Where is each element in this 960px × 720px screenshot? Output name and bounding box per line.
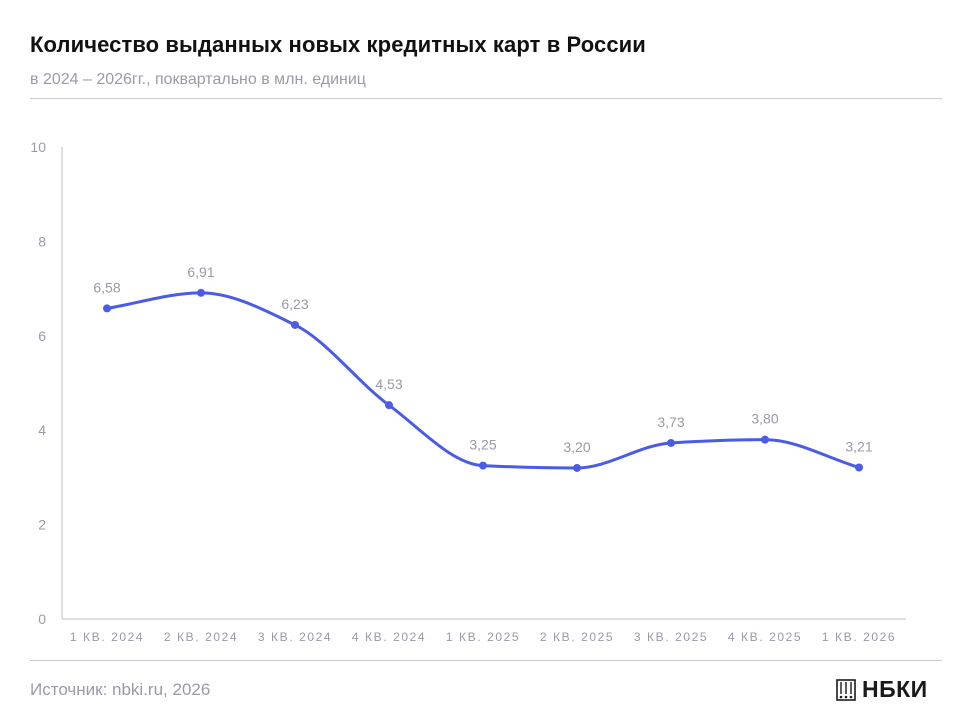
data-label: 3,20 (563, 439, 590, 455)
y-tick-label: 2 (38, 517, 46, 533)
data-point (761, 435, 769, 444)
data-label: 6,23 (281, 296, 308, 312)
x-tick-label: 1 КВ. 2025 (446, 630, 520, 644)
data-label: 3,25 (469, 437, 496, 453)
x-tick-label: 3 КВ. 2025 (634, 630, 708, 644)
data-label: 3,80 (751, 411, 778, 427)
x-tick-label: 4 КВ. 2024 (352, 630, 426, 644)
data-label: 6,58 (93, 279, 120, 295)
source-note: Источник: nbki.ru, 2026 (30, 680, 211, 699)
chart-subtitle: в 2024 – 2026гг., поквартально в млн. ед… (30, 71, 366, 88)
data-label: 3,21 (845, 438, 872, 454)
nbki-logo-icon (836, 678, 856, 701)
data-point (479, 461, 487, 470)
x-tick-label: 2 КВ. 2025 (540, 630, 614, 644)
x-tick-label: 1 КВ. 2026 (822, 630, 896, 644)
data-label: 6,91 (187, 264, 214, 280)
y-tick-label: 0 (38, 611, 46, 627)
y-tick-label: 10 (30, 139, 46, 155)
x-tick-label: 4 КВ. 2025 (728, 630, 802, 644)
data-label: 3,73 (657, 414, 684, 430)
data-point (385, 401, 393, 410)
x-tick-label: 2 КВ. 2024 (164, 630, 238, 644)
x-tick-label: 3 КВ. 2024 (258, 630, 332, 644)
footer-divider (30, 660, 942, 661)
x-tick-label: 1 КВ. 2024 (70, 630, 144, 644)
nbki-logo: НБКИ (836, 676, 928, 703)
chart-title: Количество выданных новых кредитных карт… (30, 32, 646, 57)
data-point (291, 320, 299, 329)
header-divider (30, 98, 942, 99)
data-point (573, 463, 581, 472)
data-label: 4,53 (375, 376, 402, 392)
data-point (197, 288, 205, 297)
y-tick-label: 8 (38, 233, 46, 249)
logo-text: НБКИ (862, 676, 928, 702)
y-tick-label: 6 (38, 328, 46, 344)
data-point (667, 438, 675, 447)
line-chart: 0 2 4 6 8 10 1 КВ. 2024 2 КВ. 2024 3 КВ. 2024 4 К… (30, 139, 906, 644)
y-tick-label: 4 (38, 422, 46, 438)
data-point (855, 463, 863, 472)
data-point (103, 304, 111, 313)
